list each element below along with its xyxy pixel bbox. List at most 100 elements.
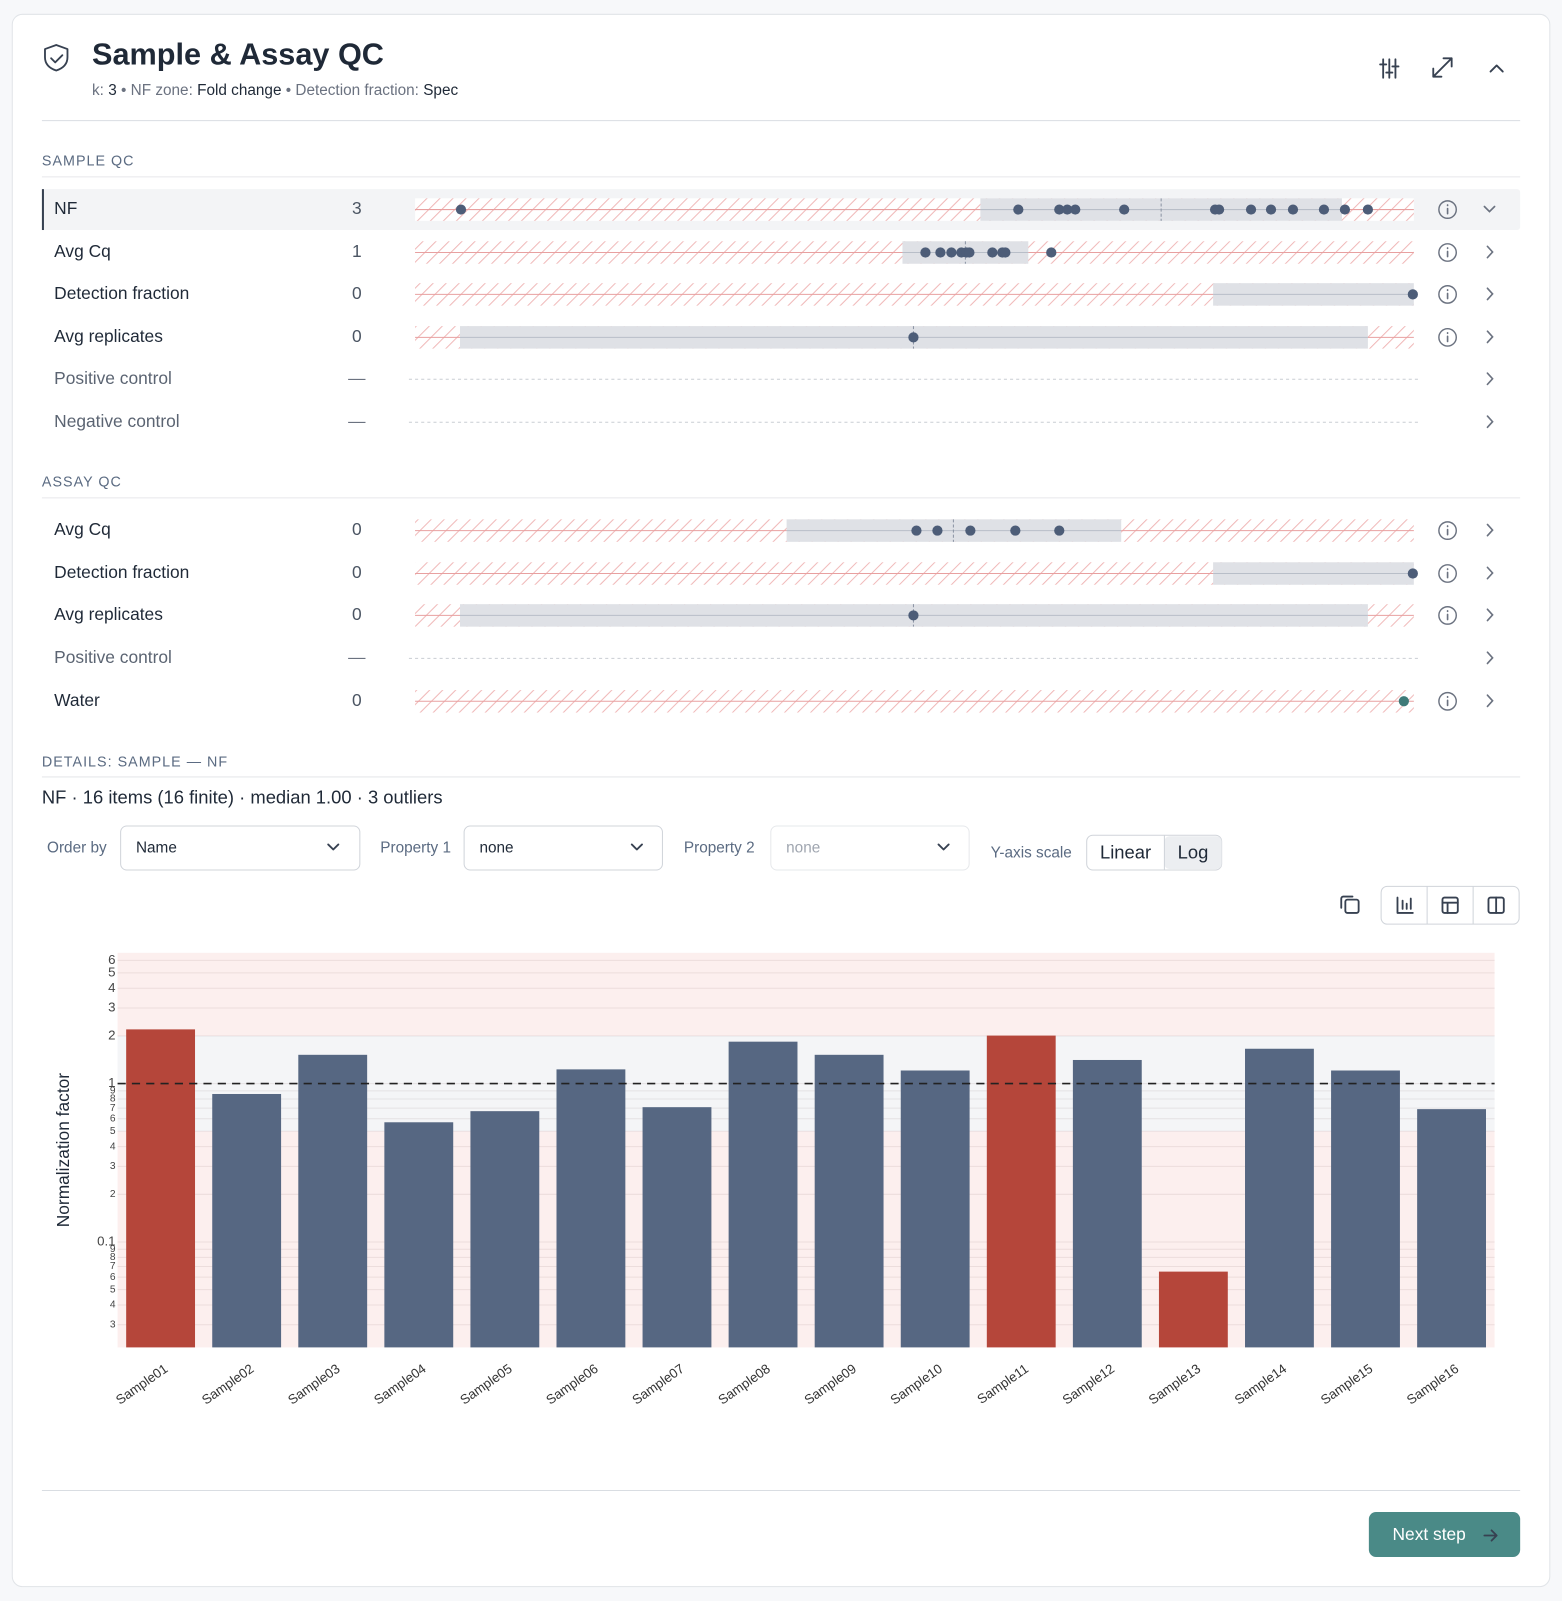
settings-button[interactable] — [1379, 58, 1400, 79]
meta-value: Fold change — [197, 82, 281, 99]
row-name[interactable]: Avg replicates — [54, 326, 163, 346]
expand-chevron[interactable] — [1486, 287, 1494, 301]
separator: • — [286, 82, 291, 99]
point — [1339, 204, 1351, 215]
bar — [814, 1054, 884, 1348]
bar — [1245, 1048, 1314, 1348]
y-tick-label: 6 — [108, 952, 115, 967]
info-button[interactable] — [1438, 691, 1457, 711]
point — [1287, 204, 1299, 215]
bar — [298, 1054, 368, 1348]
point — [1046, 247, 1057, 258]
point — [964, 247, 975, 258]
select-chevron — [327, 843, 340, 851]
point — [920, 247, 931, 258]
row-name[interactable]: Detection fraction — [54, 283, 189, 303]
bar — [384, 1122, 454, 1348]
row-count: 0 — [352, 562, 362, 582]
section-title: ASSAY QC — [42, 474, 122, 490]
chart-view-button[interactable] — [1396, 896, 1414, 914]
expand-chevron[interactable] — [1486, 330, 1494, 344]
row-name[interactable]: Water — [54, 690, 100, 710]
row-name[interactable]: NF — [54, 198, 77, 218]
select-value: none — [786, 840, 820, 857]
info-button[interactable] — [1438, 200, 1457, 219]
y-tick-label: 5 — [110, 1126, 116, 1137]
next-step-label: Next step — [1393, 1524, 1466, 1544]
point — [1245, 204, 1257, 215]
section-title: SAMPLE QC — [42, 153, 135, 169]
split-view-button[interactable] — [1487, 896, 1505, 914]
copy-button[interactable] — [1340, 895, 1360, 914]
y-tick-label: 6 — [110, 1272, 116, 1283]
expand-chevron[interactable] — [1486, 245, 1494, 259]
expand-button[interactable] — [1432, 57, 1453, 78]
property1-select[interactable] — [463, 825, 663, 871]
info-button[interactable] — [1438, 521, 1457, 540]
row-count: 1 — [352, 241, 362, 261]
row-name[interactable]: Avg Cq — [54, 241, 111, 261]
y-tick-label: 6 — [110, 1113, 116, 1124]
info-circle — [1438, 564, 1457, 583]
row-marker — [41, 189, 44, 231]
row-name[interactable]: Detection fraction — [54, 562, 189, 582]
info-button[interactable] — [1438, 327, 1457, 347]
meta-label: k: — [92, 82, 104, 99]
expand-chevron[interactable] — [1486, 415, 1494, 429]
select-value: Name — [136, 840, 177, 857]
select-chevron — [937, 843, 950, 851]
collapse-button[interactable] — [1489, 64, 1504, 73]
point — [908, 332, 919, 343]
expand-chevron[interactable] — [1486, 523, 1494, 537]
expand-chevron[interactable] — [1486, 372, 1494, 386]
y-axis-label: Normalization factor — [53, 1073, 73, 1228]
point — [965, 525, 976, 536]
info-button[interactable] — [1438, 243, 1457, 262]
expand-chevron[interactable] — [1486, 566, 1494, 580]
next-step-button[interactable] — [1368, 1511, 1521, 1557]
expand-chevron[interactable] — [1486, 651, 1494, 665]
property2-select[interactable] — [770, 825, 970, 871]
point — [1265, 204, 1277, 215]
info-circle — [1438, 521, 1457, 540]
expand-chevron[interactable] — [1483, 205, 1496, 213]
info-button[interactable] — [1438, 606, 1457, 625]
row-name[interactable]: Positive control — [54, 647, 172, 667]
y-tick-label: 1 — [108, 1075, 115, 1090]
row-count: 0 — [352, 604, 362, 624]
table-view-button[interactable] — [1441, 896, 1459, 914]
point — [1054, 525, 1065, 536]
y-tick-label: 2 — [110, 1189, 116, 1200]
point — [1062, 204, 1073, 215]
toggle-option[interactable]: Linear — [1100, 841, 1151, 862]
info-button[interactable] — [1438, 564, 1457, 583]
row-count: — — [348, 368, 366, 388]
separator: • — [121, 82, 126, 99]
toggle-active — [1164, 836, 1222, 869]
bar — [212, 1093, 282, 1348]
info-button[interactable] — [1438, 285, 1457, 304]
row-name[interactable]: Avg replicates — [54, 604, 163, 624]
y-tick-label: 8 — [110, 1252, 116, 1263]
row-count: — — [348, 411, 366, 431]
point — [1213, 204, 1225, 215]
y-tick-label: 7 — [110, 1103, 116, 1114]
row-name[interactable]: Positive control — [54, 368, 172, 388]
toggle-option[interactable]: Log — [1178, 841, 1209, 862]
control-label: Y-axis scale — [991, 845, 1072, 862]
order-by-select[interactable] — [120, 825, 361, 871]
row-count: 0 — [352, 283, 362, 303]
point — [1398, 696, 1409, 707]
y-tick-label: 9 — [110, 1086, 116, 1097]
row-name[interactable]: Negative control — [54, 411, 179, 431]
view-toggle — [1380, 885, 1520, 925]
expand-chevron[interactable] — [1486, 694, 1494, 708]
point — [987, 247, 998, 258]
expand-chevron[interactable] — [1486, 608, 1494, 622]
point — [1013, 204, 1024, 215]
bar — [470, 1111, 540, 1348]
shield-icon — [44, 44, 69, 72]
row-name[interactable]: Avg Cq — [54, 519, 111, 539]
y-tick-label: 4 — [110, 1300, 116, 1311]
